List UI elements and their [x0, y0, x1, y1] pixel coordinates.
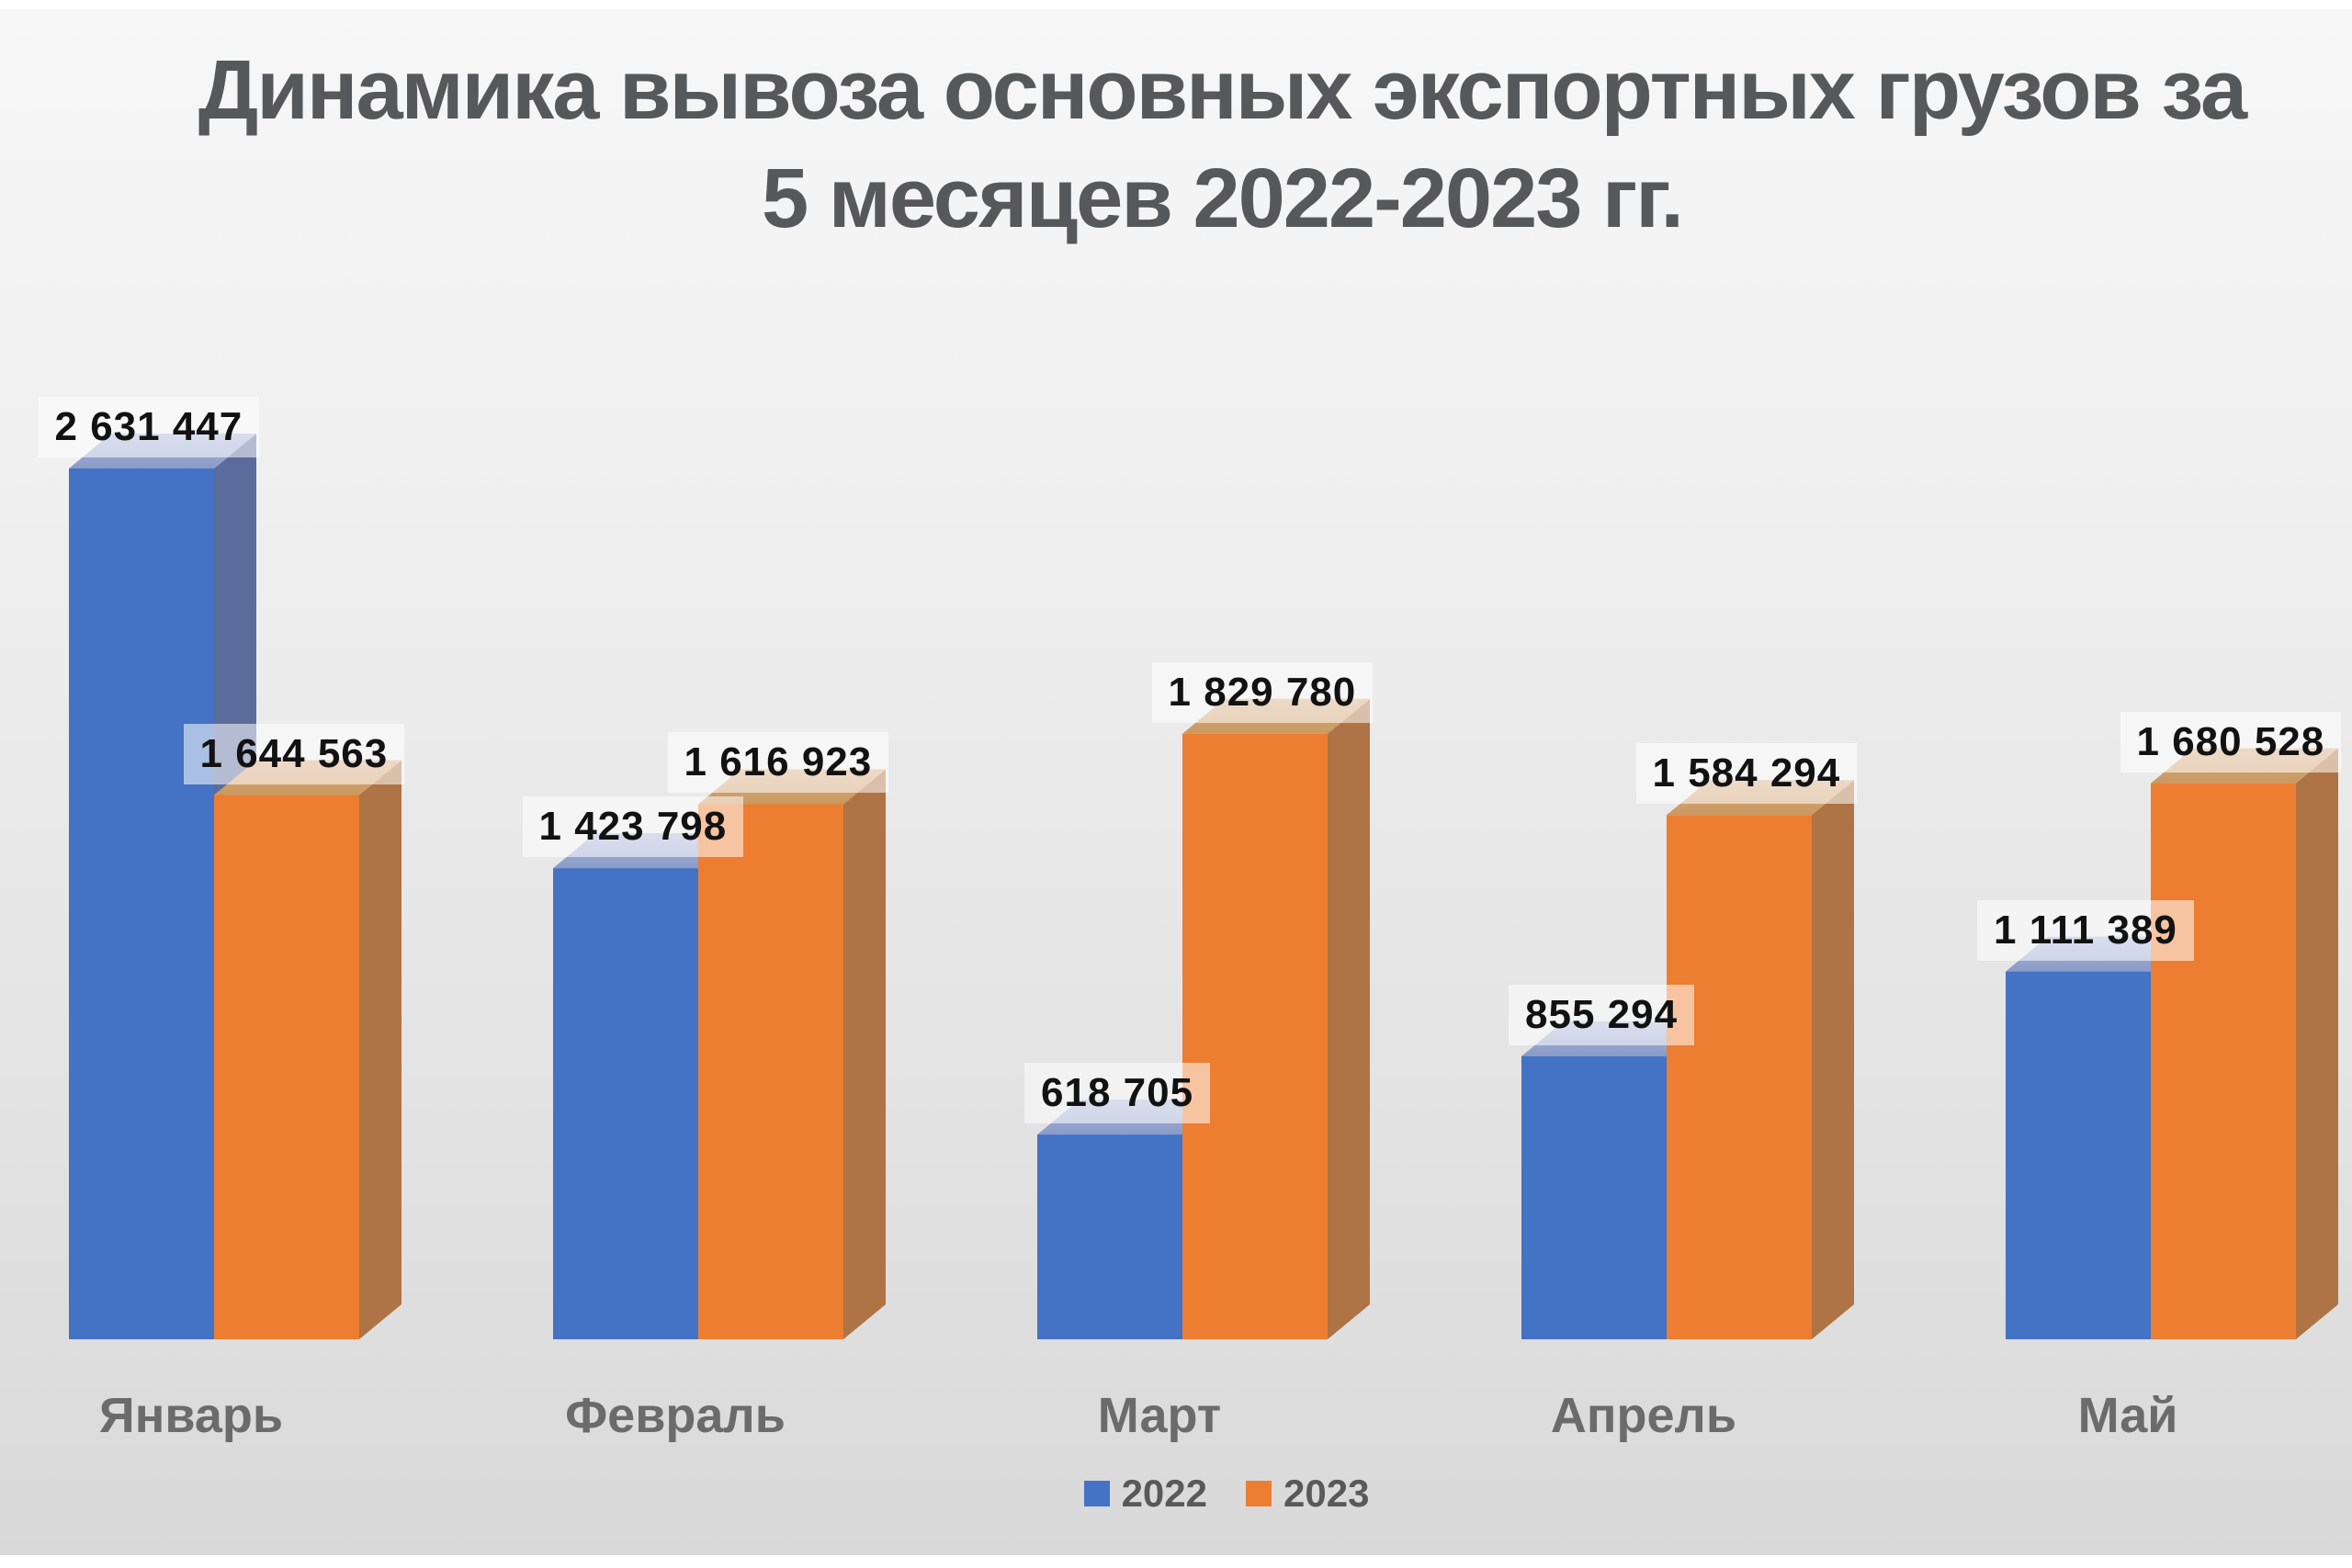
legend-item-2022: 2022: [1083, 1472, 1207, 1516]
value-label-2022-Март: 618 705: [1024, 1063, 1211, 1124]
legend-label-2023: 2023: [1283, 1472, 1370, 1515]
value-label-2022-Январь: 2 631 447: [38, 397, 260, 457]
value-label-2023-Январь: 1 644 563: [183, 723, 405, 784]
category-label-Май: Май: [2077, 1388, 2178, 1443]
bar-2022-Январь-front: [69, 468, 214, 1339]
value-label-2022-Февраль: 1 423 798: [522, 796, 744, 858]
legend: 2022 2023: [51, 1472, 2352, 1516]
bar-2023-Март-side: [1328, 698, 1370, 1339]
bar-2023-Январь-side: [359, 760, 401, 1339]
bar-2023-Январь-front: [214, 795, 359, 1339]
bar-2022-Март-front: [1037, 1134, 1182, 1339]
value-label-2022-Май: 1 111 389: [1977, 899, 2194, 961]
value-label-2023-Апрель: 1 584 294: [1635, 743, 1858, 805]
category-label-Март: Март: [1097, 1388, 1222, 1443]
bar-2023-Апрель-front: [1667, 815, 1812, 1339]
bar-2022-Февраль-front: [553, 868, 698, 1339]
value-label-2022-Апрель: 855 294: [1509, 984, 1695, 1045]
legend-swatch-icon-2023: [1246, 1481, 1272, 1506]
category-label-Февраль: Февраль: [565, 1388, 786, 1443]
chart-title-line2: 5 месяцев 2022-2023 гг.: [762, 151, 1684, 245]
category-label-Апрель: Апрель: [1550, 1388, 1737, 1443]
value-label-2023-Февраль: 1 616 923: [667, 732, 889, 794]
bar-2023-Май-side: [2296, 748, 2338, 1339]
chart-title: Динамика вывоза основных экспортных груз…: [46, 37, 2352, 254]
value-label-2023-Март: 1 829 780: [1151, 661, 1374, 723]
value-label-2023-Май: 1 680 528: [2120, 711, 2342, 773]
bar-2023-Февраль-front: [698, 804, 843, 1339]
bar-2022-Май-front: [2006, 971, 2151, 1339]
legend-label-2022: 2022: [1121, 1472, 1207, 1515]
legend-swatch-icon-2022: [1083, 1481, 1110, 1506]
bar-2023-Апрель-side: [1812, 780, 1854, 1339]
legend-item-2023: 2023: [1246, 1472, 1369, 1516]
bar-2023-Май-front: [2151, 783, 2296, 1339]
chart-title-line1: Динамика вывоза основных экспортных груз…: [198, 43, 2247, 137]
bar-2023-Март-front: [1182, 733, 1328, 1339]
bar-2023-Февраль-side: [843, 769, 886, 1339]
category-label-Январь: Январь: [98, 1388, 284, 1443]
bar-2022-Апрель-front: [1521, 1055, 1667, 1339]
